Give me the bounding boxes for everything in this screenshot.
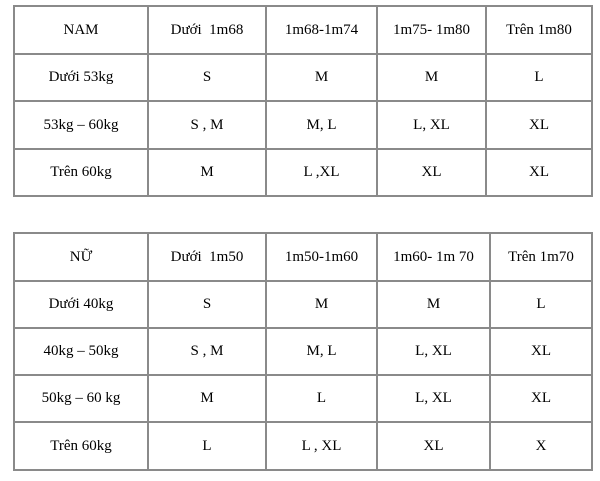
table-cell: M	[265, 280, 378, 329]
size-table-male: NAM Dưới 1m68 1m68-1m74 1m75- 1m80 Trên 1m80…	[13, 5, 593, 197]
table-row: 53kg – 60kg S , M M, L L, XL XL	[13, 100, 593, 150]
header-row: NỮ Dưới 1m50 1m50-1m60 1m60- 1m 70 Trên 1m70	[13, 232, 593, 282]
header-cell: Trên 1m80	[485, 5, 593, 55]
table-row: Trên 60kg M L ,XL XL XL	[13, 148, 593, 197]
table-cell: M	[147, 148, 267, 197]
table-cell: S , M	[147, 100, 267, 150]
table-row: 50kg – 60 kg M L L, XL XL	[13, 374, 593, 423]
table-cell: M	[265, 53, 378, 102]
table-cell: XL	[485, 148, 593, 197]
table-cell: M, L	[265, 100, 378, 150]
table-cell: L	[265, 374, 378, 423]
table-cell: XL	[376, 148, 487, 197]
table-cell: X	[489, 421, 593, 471]
table-cell: 50kg – 60 kg	[13, 374, 149, 423]
header-row: NAM Dưới 1m68 1m68-1m74 1m75- 1m80 Trên 1m80	[13, 5, 593, 55]
header-cell: Dưới 1m50	[147, 232, 267, 282]
table-cell: M	[376, 53, 487, 102]
table-cell: S , M	[147, 327, 267, 376]
header-cell: 1m60- 1m 70	[376, 232, 491, 282]
table-cell: 40kg – 50kg	[13, 327, 149, 376]
table-row: 40kg – 50kg S , M M, L L, XL XL	[13, 327, 593, 376]
table-cell: 53kg – 60kg	[13, 100, 149, 150]
table-cell: L , XL	[265, 421, 378, 471]
table-cell: L	[489, 280, 593, 329]
table-cell: Trên 60kg	[13, 148, 149, 197]
table-row: Dưới 40kg S M M L	[13, 280, 593, 329]
header-cell: Trên 1m70	[489, 232, 593, 282]
table-cell: L ,XL	[265, 148, 378, 197]
table-cell: M	[147, 374, 267, 423]
table-cell: L, XL	[376, 327, 491, 376]
header-cell: NAM	[13, 5, 149, 55]
header-cell: 1m68-1m74	[265, 5, 378, 55]
header-cell: Dưới 1m68	[147, 5, 267, 55]
table-cell: XL	[485, 100, 593, 150]
table-cell: L, XL	[376, 374, 491, 423]
table-cell: L, XL	[376, 100, 487, 150]
table-cell: Trên 60kg	[13, 421, 149, 471]
table-cell: M, L	[265, 327, 378, 376]
size-table-female: NỮ Dưới 1m50 1m50-1m60 1m60- 1m 70 Trên 1m70…	[13, 232, 593, 471]
table-cell: XL	[489, 374, 593, 423]
table-cell: XL	[489, 327, 593, 376]
table-cell: L	[485, 53, 593, 102]
table-cell: Dưới 53kg	[13, 53, 149, 102]
table-cell: XL	[376, 421, 491, 471]
header-cell: 1m50-1m60	[265, 232, 378, 282]
table-row: Dưới 53kg S M M L	[13, 53, 593, 102]
table-cell: M	[376, 280, 491, 329]
table-cell: S	[147, 53, 267, 102]
table-cell: Dưới 40kg	[13, 280, 149, 329]
header-cell: NỮ	[13, 232, 149, 282]
header-cell: 1m75- 1m80	[376, 5, 487, 55]
table-row: Trên 60kg L L , XL XL X	[13, 421, 593, 471]
table-cell: S	[147, 280, 267, 329]
table-cell: L	[147, 421, 267, 471]
